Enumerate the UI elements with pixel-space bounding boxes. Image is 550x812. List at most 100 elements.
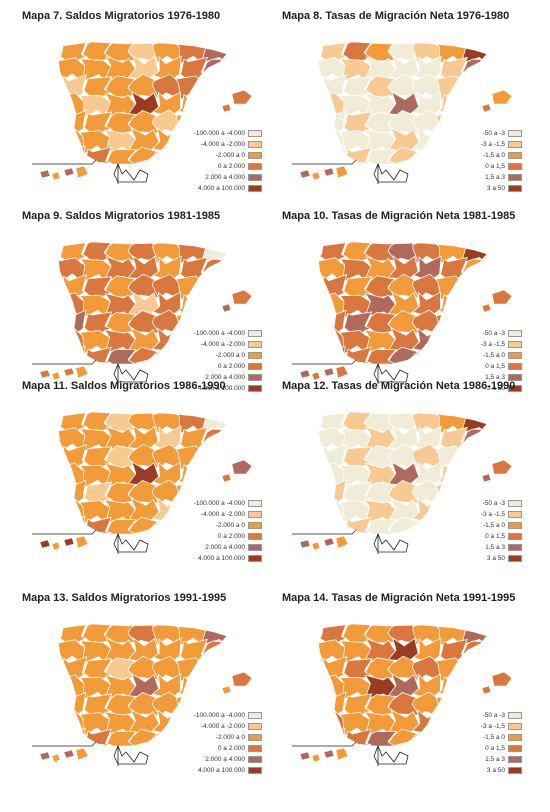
province-region <box>127 327 160 352</box>
province-region <box>412 637 442 664</box>
legend-entry: 1,5 a 3 <box>485 172 522 182</box>
canary-island <box>51 753 61 763</box>
legend-label: 3 a 50 <box>486 384 505 392</box>
legend-swatch <box>248 532 262 540</box>
province-region <box>201 640 227 664</box>
province-region <box>459 446 487 471</box>
balearic-island <box>221 103 232 113</box>
province-region <box>318 145 346 164</box>
province-region <box>127 673 160 697</box>
province-region <box>387 637 419 662</box>
map-symbol-icon <box>373 362 409 384</box>
province-region <box>412 425 442 452</box>
map-legend: -50 a -3 -3 a -1,5 -1,5 a 0 0 a 1,5 1,5 a 3 3… <box>412 128 522 198</box>
map-title: Mapa 10. Tasas de Migración Neta 1981-19… <box>282 210 516 222</box>
province-region <box>411 291 441 318</box>
canary-island <box>335 365 349 379</box>
legend-entry: 1,5 a 3 <box>485 542 522 552</box>
province-region <box>58 479 87 507</box>
balearic-island <box>491 289 513 305</box>
canary-inset-frame <box>292 359 357 365</box>
province-region <box>411 673 441 700</box>
province-region <box>58 515 86 534</box>
legend-swatch <box>508 373 522 381</box>
province-region <box>411 461 441 488</box>
map-symbol-icon <box>113 162 149 184</box>
legend-entry: 2.000 a 4.000 <box>205 754 262 764</box>
province-region <box>152 55 182 82</box>
province-region <box>127 291 160 315</box>
legend-label: 3 a 50 <box>486 766 505 774</box>
legend-entry: 4.000 a 100.000 <box>198 383 262 393</box>
province-region <box>151 461 181 488</box>
province-region <box>151 91 181 118</box>
canary-island <box>311 753 321 763</box>
map-symbol-icon <box>113 362 149 384</box>
legend-label: 4.000 a 100.000 <box>198 384 245 392</box>
province-region <box>127 425 159 450</box>
choropleth-map <box>292 41 513 184</box>
legend-swatch <box>508 521 522 529</box>
legend-label: 0 a 1,5 <box>485 744 505 752</box>
choropleth-map <box>292 411 513 554</box>
province-region <box>461 258 487 282</box>
legend-label: -50 a -3 <box>482 499 505 507</box>
province-region <box>152 425 182 452</box>
map-title: Mapa 12. Tasas de Migración Neta 1986-19… <box>282 380 516 392</box>
province-region <box>151 291 181 318</box>
map-title: Mapa 9. Saldos Migratorios 1981-1985 <box>22 210 221 222</box>
map-symbol-icon <box>373 744 409 766</box>
country-outline <box>317 411 488 535</box>
province-region <box>152 255 182 282</box>
canary-inset-frame <box>292 159 357 165</box>
legend-label: 1,5 a 3 <box>485 373 505 381</box>
legend-swatch <box>508 554 522 562</box>
province-region <box>387 291 420 315</box>
legend-entry: 2.000 a 4.000 <box>205 542 262 552</box>
canary-inset-frame <box>292 741 357 747</box>
legend-entry: 1,5 a 3 <box>485 754 522 764</box>
province-region <box>199 76 227 101</box>
map-title: Mapa 7. Saldos Migratorios 1976-1980 <box>22 10 221 22</box>
legend-label: 4.000 a 100.000 <box>198 766 245 774</box>
choropleth-map <box>32 241 253 384</box>
province-region <box>412 55 442 82</box>
legend-swatch <box>508 362 522 370</box>
legend-label: 2.000 a 4.000 <box>205 173 245 181</box>
canary-inset-frame <box>292 529 357 535</box>
legend-label: -100.000 a -4.000 <box>193 129 245 137</box>
legend-label: -4.000 a -2.000 <box>200 340 245 348</box>
province-region <box>127 255 159 280</box>
canary-island <box>51 371 61 381</box>
province-region <box>82 728 112 746</box>
province-region <box>201 428 227 452</box>
canary-island <box>75 747 89 761</box>
legend-entry: -3 a -1,5 <box>481 339 522 349</box>
legend-entry: -4.000 a -2.000 <box>201 139 262 149</box>
legend-label: 0 a 1,5 <box>485 162 505 170</box>
legend-entry: 4.000 a 100.000 <box>198 765 262 775</box>
legend-entry: 3 a 50 <box>487 553 522 563</box>
legend-swatch <box>248 184 262 192</box>
province-region <box>58 109 87 137</box>
legend-entry: 0 a 1,5 <box>485 361 522 371</box>
province-region <box>199 446 227 471</box>
legend-swatch <box>508 722 522 730</box>
province-region <box>127 497 160 522</box>
country-outline <box>57 623 228 747</box>
map-legend: -100.000 a -4.000 -4.000 a -2.000 -2.000 a… <box>152 710 262 780</box>
legend-entry: -2.000 a 0 <box>216 350 262 360</box>
balearic-island <box>221 473 232 483</box>
legend-entry: -1,5 a 0 <box>483 350 522 360</box>
province-region <box>387 709 420 734</box>
canary-inset-frame <box>32 741 97 747</box>
legend-entry: 2.000 a 4.000 <box>205 172 262 182</box>
map-title: Mapa 14. Tasas de Migración Neta 1991-19… <box>282 592 516 604</box>
legend-label: -50 a -3 <box>482 129 505 137</box>
legend-entry: -50 a -3 <box>483 328 522 338</box>
province-region <box>58 727 86 746</box>
province-region <box>318 345 346 364</box>
legend-swatch <box>248 722 262 730</box>
legend-label: -100.000 a -4.000 <box>193 329 245 337</box>
legend-swatch <box>248 499 262 507</box>
